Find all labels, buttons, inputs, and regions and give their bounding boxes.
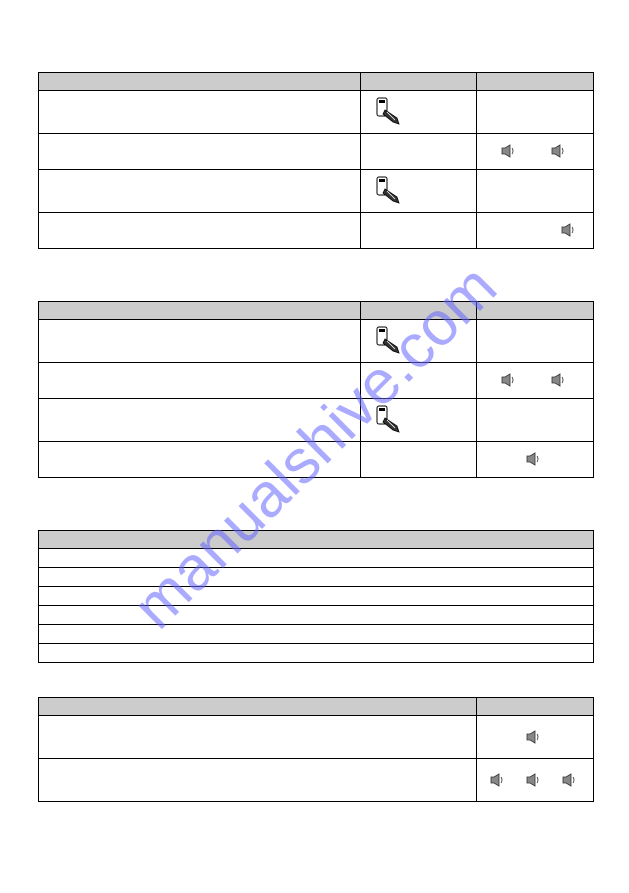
speaker-icon xyxy=(526,771,544,789)
speaker-icon xyxy=(501,143,519,161)
table-row xyxy=(39,363,594,399)
cell-empty xyxy=(477,170,594,213)
cell-empty xyxy=(39,716,477,759)
table-row xyxy=(39,134,594,170)
cell-empty xyxy=(39,170,361,213)
table-row xyxy=(39,759,594,802)
cell-empty xyxy=(39,644,594,663)
table-2 xyxy=(38,301,594,478)
cell-empty xyxy=(39,442,361,478)
speaker-icon xyxy=(490,771,508,789)
table-4-header xyxy=(39,698,594,716)
table-row xyxy=(39,716,594,759)
cell-empty xyxy=(39,134,361,170)
speaker-icon xyxy=(551,372,569,390)
table-1-header xyxy=(39,73,594,91)
table-row xyxy=(39,320,594,363)
table-2-header-cell xyxy=(360,302,477,320)
cell-speaker-right xyxy=(477,213,594,249)
cell-empty xyxy=(39,91,361,134)
cell-empty xyxy=(360,213,477,249)
cell-empty xyxy=(39,759,477,802)
remote-control-icon xyxy=(367,182,405,199)
table-4 xyxy=(38,697,594,802)
table-3 xyxy=(38,530,594,663)
table-3-header-cell xyxy=(39,531,594,549)
speaker-icon xyxy=(526,728,544,745)
cell-speaker-pair xyxy=(477,363,594,399)
cell-empty xyxy=(360,134,477,170)
table-4-header-cell xyxy=(477,698,594,716)
speaker-icon xyxy=(551,143,569,161)
cell-empty xyxy=(39,549,594,568)
table-row xyxy=(39,644,594,663)
speaker-icon xyxy=(561,222,579,239)
table-row xyxy=(39,442,594,478)
table-row xyxy=(39,587,594,606)
table-row xyxy=(39,170,594,213)
page-content xyxy=(38,72,594,802)
cell-empty xyxy=(39,399,361,442)
speaker-icon xyxy=(562,771,580,789)
table-row xyxy=(39,213,594,249)
table-1-header-cell xyxy=(360,73,477,91)
cell-empty xyxy=(39,606,594,625)
cell-empty xyxy=(39,320,361,363)
cell-empty xyxy=(360,363,477,399)
cell-empty xyxy=(477,91,594,134)
table-1 xyxy=(38,72,594,249)
table-row xyxy=(39,91,594,134)
table-1-header-cell xyxy=(39,73,361,91)
cell-empty xyxy=(39,625,594,644)
table-4-header-cell xyxy=(39,698,477,716)
cell-remote-icon xyxy=(360,399,477,442)
cell-speaker-pair xyxy=(477,134,594,170)
cell-empty xyxy=(39,587,594,606)
cell-remote-icon xyxy=(360,320,477,363)
cell-speaker-center xyxy=(477,716,594,759)
table-row xyxy=(39,568,594,587)
cell-speaker-triple xyxy=(477,759,594,802)
table-row xyxy=(39,606,594,625)
table-3-header xyxy=(39,531,594,549)
cell-remote-icon xyxy=(360,170,477,213)
remote-control-icon xyxy=(367,411,405,428)
table-2-header-cell xyxy=(477,302,594,320)
cell-empty xyxy=(39,568,594,587)
table-1-header-cell xyxy=(477,73,594,91)
speaker-icon xyxy=(526,451,544,468)
table-row xyxy=(39,625,594,644)
speaker-icon xyxy=(501,372,519,390)
cell-speaker-center xyxy=(477,442,594,478)
cell-empty xyxy=(39,213,361,249)
table-row xyxy=(39,399,594,442)
table-2-header-cell xyxy=(39,302,361,320)
cell-remote-icon xyxy=(360,91,477,134)
remote-control-icon xyxy=(367,103,405,120)
cell-empty xyxy=(477,320,594,363)
cell-empty xyxy=(360,442,477,478)
remote-control-icon xyxy=(367,332,405,349)
cell-empty xyxy=(477,399,594,442)
cell-empty xyxy=(39,363,361,399)
table-2-header xyxy=(39,302,594,320)
table-row xyxy=(39,549,594,568)
